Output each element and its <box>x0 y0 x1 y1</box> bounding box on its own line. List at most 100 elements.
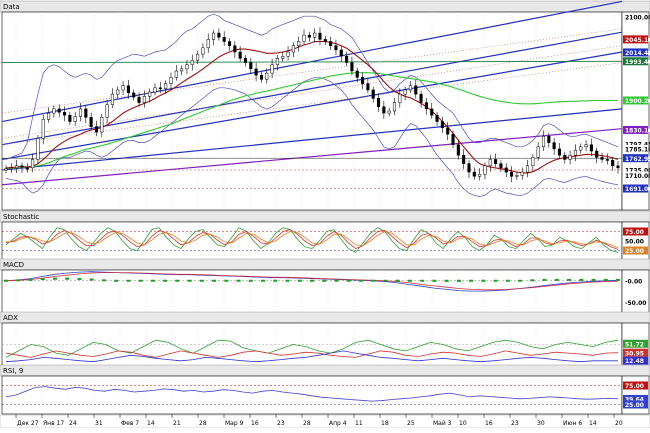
candle-body <box>430 108 434 116</box>
candle-body <box>105 104 109 118</box>
macd-hist-bar <box>579 278 584 281</box>
candle-body <box>435 114 439 122</box>
panel-frame-macd <box>1 269 623 314</box>
macd-hist-bar <box>224 279 229 282</box>
macd-hist-bar <box>163 279 168 282</box>
candle-body <box>259 74 263 80</box>
macd-hist-bar <box>65 277 70 280</box>
price-label-7: 1785.10 <box>623 144 650 154</box>
macd-hist-bar <box>444 279 449 282</box>
macd-hist-bar <box>77 278 82 281</box>
panel-frame-rsi <box>1 375 623 415</box>
rsi-value-label-2-bg <box>623 400 648 409</box>
candle-body <box>84 108 88 118</box>
x-tick-label-4: Фев 7 <box>121 420 139 427</box>
x-tick-label-13: 11 <box>355 420 363 427</box>
panel-title-price: Data <box>3 3 20 11</box>
price-label-9-text: 1735.00 <box>625 168 650 175</box>
fan-line-2 <box>1 62 623 145</box>
candle-body <box>47 112 51 120</box>
candle-body <box>467 163 471 173</box>
adx-series-0 <box>5 339 619 358</box>
stochastic-series-0 <box>5 227 619 253</box>
candle-body <box>89 117 93 127</box>
candle-body <box>270 64 274 74</box>
candle-body <box>307 34 311 38</box>
candle-body <box>281 55 285 59</box>
price-label-5: 1830.16 <box>623 125 650 135</box>
price-label-0-bg <box>623 13 648 22</box>
stochastic-value-label-0-bg <box>623 227 648 236</box>
x-axis: Дек 27 Янв 17 24 31 Фев 7 14 21 28 Мар 9 16 23 28 Ап… <box>0 414 650 429</box>
rsi-value-label-1-bg <box>623 394 648 403</box>
price-label-7-text: 1785.10 <box>625 147 650 154</box>
candle-body <box>579 146 583 151</box>
price-label-7-bg <box>623 144 648 153</box>
price-label-2: 2014.48 <box>623 48 650 57</box>
price-label-3-text: 1993.40 <box>625 59 650 66</box>
candle-body <box>605 159 609 161</box>
macd-hist-bar <box>456 279 461 282</box>
macd-hist-bar <box>89 278 94 281</box>
candle-body <box>249 62 253 70</box>
channel-line-5 <box>1 60 623 64</box>
candle-body <box>68 114 72 122</box>
candle-body <box>20 165 24 168</box>
price-label-2-bg <box>623 48 648 57</box>
stochastic-series-2 <box>6 231 619 249</box>
macd-value-label-1: -50.00 <box>623 298 648 307</box>
x-tick-label-7: 28 <box>199 420 207 427</box>
x-tick-label-2: 24 <box>69 420 77 427</box>
price-label-4-text: 1900.26 <box>625 98 650 105</box>
macd-hist-bar <box>212 279 217 282</box>
candle-body <box>472 171 476 177</box>
adx-value-label-0: 51.72 <box>623 339 648 348</box>
candle-body <box>201 47 205 55</box>
macd-hist-bar <box>567 278 572 281</box>
candle-body <box>206 39 210 49</box>
bollinger-lower-line <box>5 76 619 197</box>
panel-title-rsi: RSI, 9 <box>3 367 23 375</box>
macd-hist-bar <box>285 279 290 282</box>
macd-hist-bar <box>126 279 131 282</box>
x-tick-label-9: 16 <box>251 420 259 427</box>
price-label-2-text: 2014.48 <box>625 50 650 57</box>
panel-frame-stochastic <box>1 221 623 261</box>
adx-value-label-2-text: 12.48 <box>625 358 644 365</box>
stochastic-series-1 <box>5 229 619 250</box>
candle-body <box>227 41 232 46</box>
price-label-11-bg <box>623 184 648 193</box>
x-tick-label-23: 20 <box>615 420 623 427</box>
price-label-1-text: 2045.10 <box>625 37 650 44</box>
macd-hist-bar <box>505 279 510 282</box>
candle-body <box>382 106 386 114</box>
macd-hist-bar <box>346 279 351 282</box>
macd-hist-bar <box>28 278 33 281</box>
adx-value-label-2: 12.48 <box>623 356 648 365</box>
candle-body <box>4 168 8 171</box>
candle-body <box>286 51 290 57</box>
candle-body <box>243 58 248 63</box>
rsi-value-label-0-bg <box>623 381 648 390</box>
macd-hist-bar <box>591 278 596 281</box>
price-label-5-bg <box>623 125 648 134</box>
x-tick-label-11: 28 <box>303 420 311 427</box>
x-tick-label-10: 23 <box>277 420 285 427</box>
macd-hist-bar <box>101 279 106 282</box>
candle-body <box>275 58 279 65</box>
candle-body <box>329 41 333 46</box>
candle-body <box>387 110 391 114</box>
candle-body <box>403 89 407 95</box>
rsi-value-label-0-text: 75.00 <box>625 383 644 390</box>
rsi-value-label-1: 39.64 <box>623 394 648 404</box>
fan-line-0 <box>1 28 623 114</box>
candle-body <box>371 89 375 99</box>
price-label-11-text: 1691.00 <box>625 186 650 193</box>
x-tick-label-17: 10 <box>459 420 467 427</box>
x-tick-label-12: Апр 4 <box>329 420 347 427</box>
candle-body <box>9 167 13 170</box>
candle-body <box>536 146 540 158</box>
candle-body <box>424 102 428 110</box>
candle-body <box>345 55 349 63</box>
candle-body <box>196 53 200 61</box>
